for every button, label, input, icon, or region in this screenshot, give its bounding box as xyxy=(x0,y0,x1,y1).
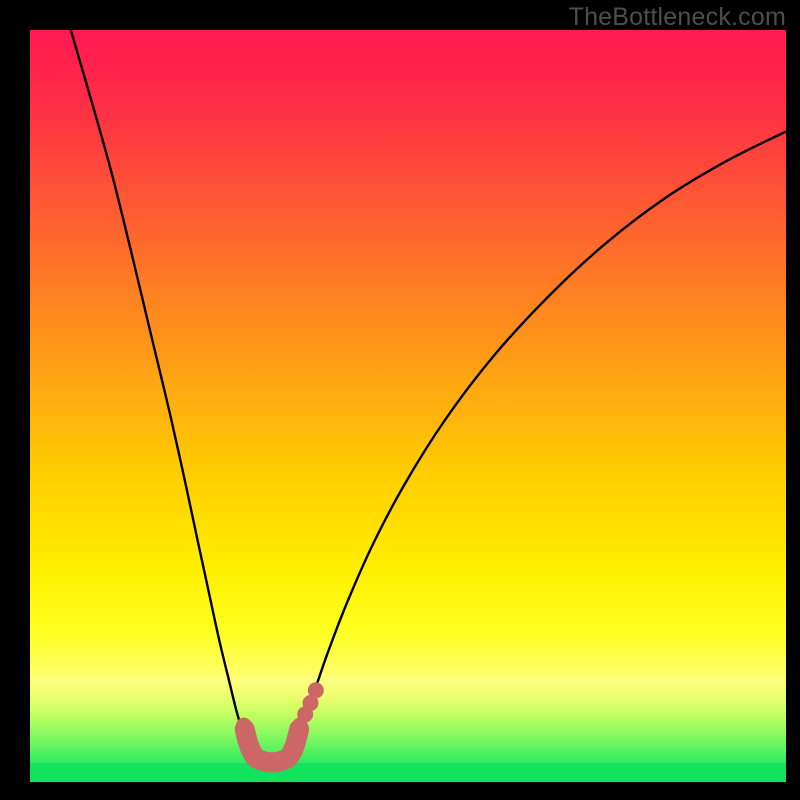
border-right xyxy=(786,0,800,800)
valley-overlay-path xyxy=(245,729,299,762)
valley-dot xyxy=(236,718,252,734)
curve-right xyxy=(290,132,786,758)
plot-area xyxy=(30,30,786,782)
border-bottom xyxy=(0,782,800,800)
curve-left xyxy=(71,30,254,757)
valley-dot xyxy=(308,682,324,698)
border-left xyxy=(0,0,30,800)
curve-svg xyxy=(30,30,786,782)
watermark-text: TheBottleneck.com xyxy=(569,3,786,32)
chart-frame: TheBottleneck.com xyxy=(0,0,800,800)
valley-overlay-dots xyxy=(236,682,324,733)
